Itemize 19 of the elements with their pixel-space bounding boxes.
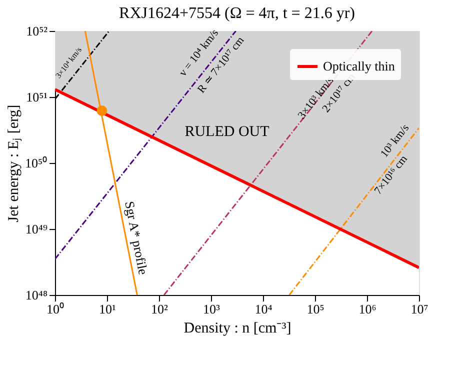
x-tick-label: 10⁵ bbox=[306, 302, 324, 316]
x-axis-title: Density : n [cm⁻³] bbox=[184, 320, 292, 336]
y-tick-label: 10⁴⁸ bbox=[25, 288, 48, 302]
y-axis-title: Jet energy : Eⱼ [erg] bbox=[6, 104, 22, 222]
x-tick-label: 10⁰ bbox=[46, 302, 64, 316]
y-tick-label: 10⁵² bbox=[26, 24, 48, 38]
x-tick-label: 10⁷ bbox=[410, 302, 428, 316]
legend-label: Optically thin bbox=[323, 58, 396, 74]
chart-title: RXJ1624+7554 (Ω = 4π, t = 21.6 yr) bbox=[119, 5, 355, 22]
annotation: Sgr A* profile bbox=[122, 200, 151, 276]
y-tick-label: 10⁴⁹ bbox=[25, 222, 48, 236]
x-tick-label: 10¹ bbox=[99, 302, 116, 316]
x-tick-label: 10⁶ bbox=[358, 302, 376, 316]
x-tick-label: 10⁴ bbox=[254, 302, 273, 316]
y-tick-label: 10⁵¹ bbox=[26, 90, 48, 104]
annotation: RULED OUT bbox=[184, 124, 270, 140]
x-tick-label: 10² bbox=[151, 302, 168, 316]
x-tick-label: 10³ bbox=[203, 302, 220, 316]
y-tick-label: 10⁵⁰ bbox=[24, 156, 48, 170]
